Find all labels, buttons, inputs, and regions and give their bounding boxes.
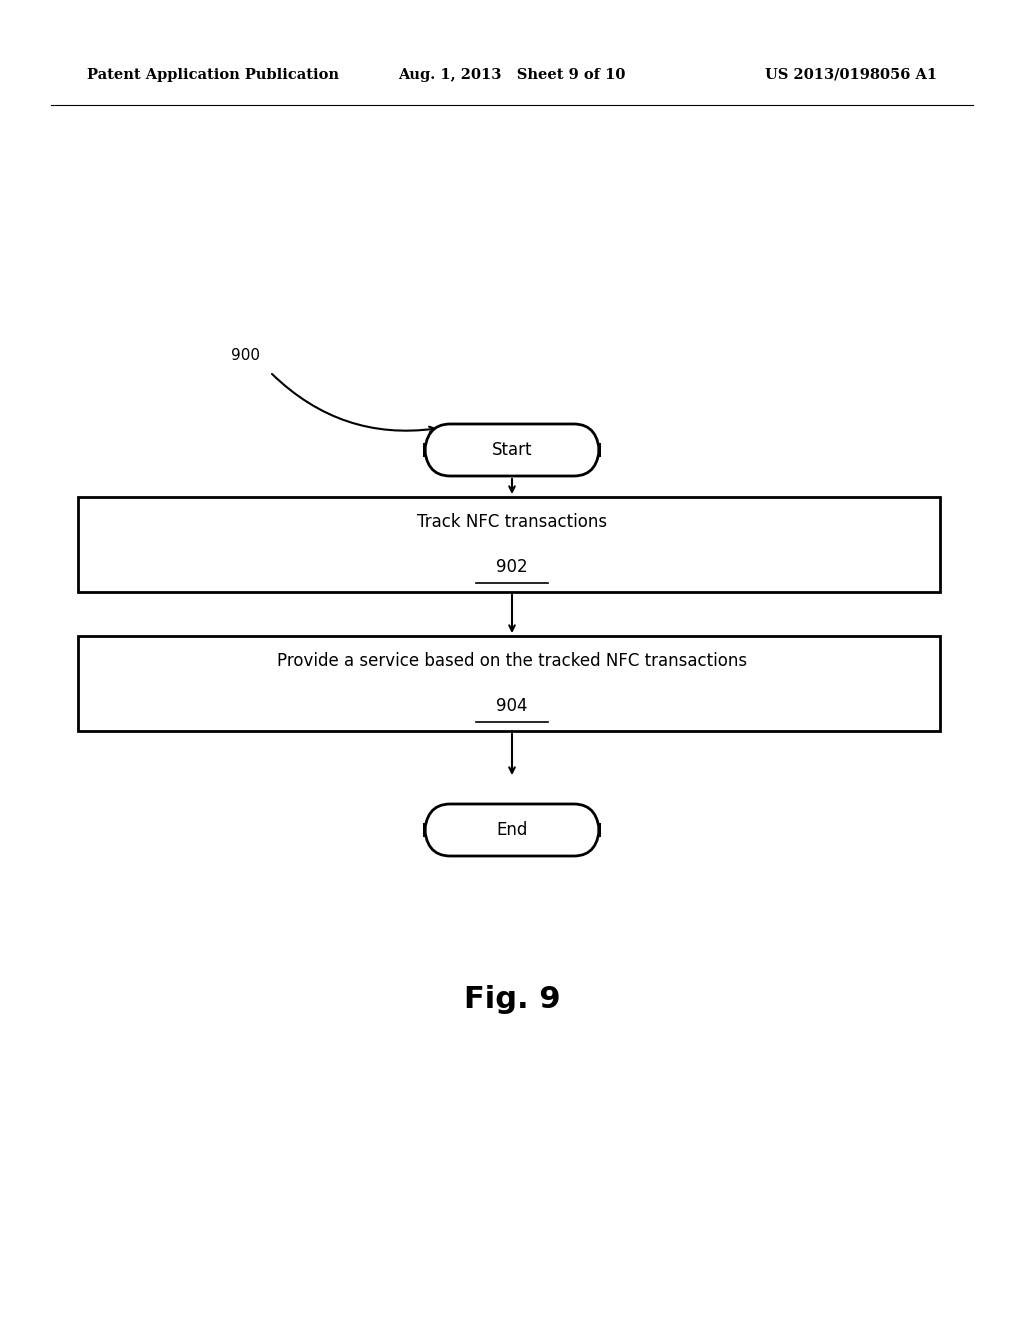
Text: Start: Start — [492, 441, 532, 459]
FancyBboxPatch shape — [425, 804, 599, 855]
Bar — [78, 636, 940, 731]
Text: Patent Application Publication: Patent Application Publication — [87, 67, 339, 82]
Text: US 2013/0198056 A1: US 2013/0198056 A1 — [765, 67, 937, 82]
Text: 900: 900 — [230, 347, 259, 363]
Text: Aug. 1, 2013   Sheet 9 of 10: Aug. 1, 2013 Sheet 9 of 10 — [398, 67, 626, 82]
Text: Fig. 9: Fig. 9 — [464, 986, 560, 1015]
Text: End: End — [497, 821, 527, 840]
Text: 904: 904 — [497, 697, 527, 715]
Bar — [78, 498, 940, 591]
Text: 902: 902 — [497, 558, 527, 576]
Text: Track NFC transactions: Track NFC transactions — [417, 513, 607, 531]
Text: Provide a service based on the tracked NFC transactions: Provide a service based on the tracked N… — [276, 652, 748, 671]
FancyBboxPatch shape — [425, 424, 599, 477]
